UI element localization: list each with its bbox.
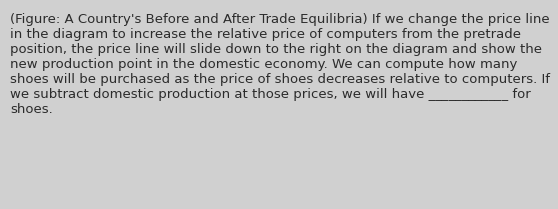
Text: (Figure: A Country's Before and After Trade Equilibria) If we change the price l: (Figure: A Country's Before and After Tr…: [10, 13, 550, 116]
